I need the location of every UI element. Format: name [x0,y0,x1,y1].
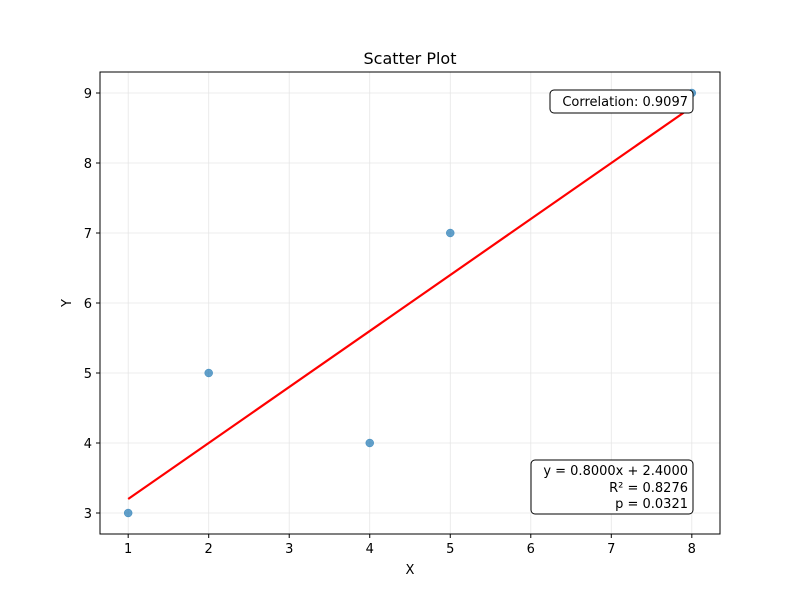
data-point [123,508,133,518]
correlation-box-frame [549,89,694,114]
x-tick-label: 7 [607,542,615,557]
data-point [204,368,213,378]
data-point [365,438,374,448]
x-tick-label: 4 [366,542,374,557]
equation-text: y = 0.8000x + 2.4000 [543,464,688,479]
x-tick-label: 6 [527,542,535,557]
y-tick-label: 8 [84,157,92,172]
x-tick-label: 2 [205,542,213,557]
x-tick-label: 1 [124,542,132,557]
grid [100,72,720,534]
r-squared-text: R² = 0.8276 [609,481,688,496]
y-tick-label: 5 [84,367,92,382]
regression-stats-frame [530,459,694,515]
chart-title: Scatter Plot [364,49,457,68]
x-axis-label: X [406,563,415,578]
ticks: 1 2 3 4 5 6 7 8 3 4 5 6 7 8 9 [84,87,696,557]
regression-layer [127,106,693,500]
data-point [446,228,455,238]
points-layer [123,88,697,518]
y-tick-label: 7 [84,227,92,242]
y-tick-label: 4 [84,437,92,452]
y-tick-label: 9 [84,87,92,102]
y-tick-label: 6 [84,297,92,312]
x-tick-label: 5 [446,542,454,557]
regression-line [127,106,693,500]
x-tick-label: 8 [688,542,696,557]
correlation-box: Correlation: 0.9097 [549,89,694,114]
p-value-text: p = 0.0321 [615,497,688,512]
correlation-text: Correlation: 0.9097 [562,95,688,110]
y-axis-label: Y [60,299,75,308]
x-tick-label: 3 [285,542,293,557]
y-tick-label: 3 [84,507,92,522]
regression-stats-box: y = 0.8000x + 2.4000 R² = 0.8276 p = 0.0… [530,459,694,515]
